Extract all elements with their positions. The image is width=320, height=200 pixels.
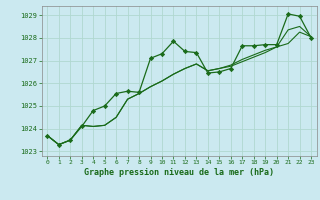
X-axis label: Graphe pression niveau de la mer (hPa): Graphe pression niveau de la mer (hPa) [84,168,274,177]
